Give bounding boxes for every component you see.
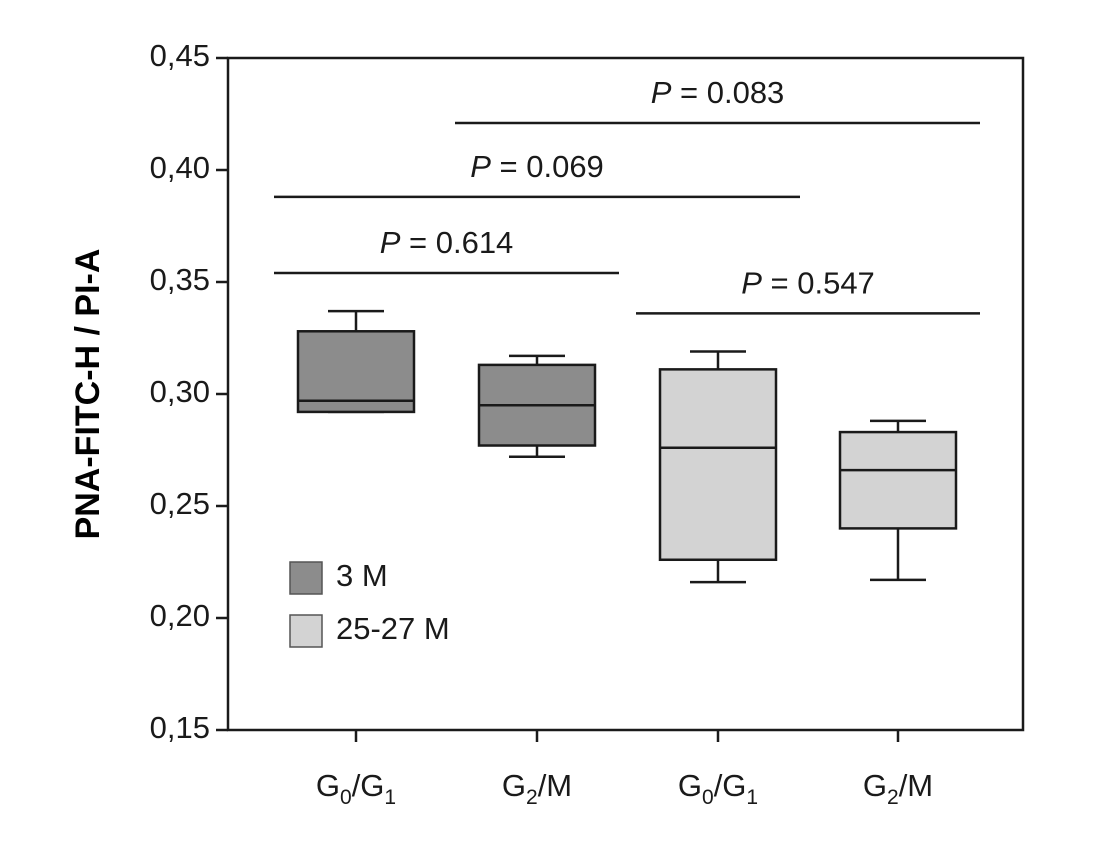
p-value-label: P = 0.069 bbox=[470, 149, 604, 184]
y-tick-label: 0,35 bbox=[150, 262, 210, 297]
legend-swatch bbox=[289, 614, 323, 648]
y-axis: 0,15 0,20 0,25 0,30 0,35 0,40 0,45 bbox=[150, 38, 228, 745]
p-value-label: P = 0.614 bbox=[380, 225, 514, 260]
box-1 bbox=[296, 309, 416, 414]
y-tick-label: 0,45 bbox=[150, 38, 210, 73]
significance-annotations: P = 0.614 P = 0.069 P = 0.083 P = 0.547 bbox=[274, 75, 980, 315]
annotation-2: P = 0.069 bbox=[274, 149, 800, 199]
boxes bbox=[296, 309, 958, 584]
x-category-label: G2/M bbox=[502, 768, 572, 809]
p-value-label: P = 0.547 bbox=[741, 265, 875, 300]
annotation-1: P = 0.614 bbox=[274, 225, 619, 275]
legend-label: 25-27 M bbox=[336, 611, 450, 646]
legend: 3 M 25-27 M bbox=[289, 558, 450, 648]
box-4 bbox=[838, 419, 958, 582]
box-body bbox=[838, 430, 958, 530]
annotation-3: P = 0.083 bbox=[455, 75, 980, 125]
x-axis: G0/G1 G2/M G0/G1 G2/M bbox=[316, 730, 933, 809]
legend-label: 3 M bbox=[336, 558, 388, 593]
y-tick-label: 0,40 bbox=[150, 150, 210, 185]
x-category-label: G0/G1 bbox=[316, 768, 396, 809]
y-tick-label: 0,25 bbox=[150, 486, 210, 521]
annotation-4: P = 0.547 bbox=[636, 265, 980, 315]
legend-swatch bbox=[289, 561, 323, 595]
x-category-label: G0/G1 bbox=[678, 768, 758, 809]
x-category-label: G2/M bbox=[863, 768, 933, 809]
legend-item-1: 3 M bbox=[289, 558, 388, 595]
box-body bbox=[658, 368, 778, 562]
y-axis-label: PNA-FITC-H / PI-A bbox=[69, 249, 107, 540]
y-tick-label: 0,15 bbox=[150, 710, 210, 745]
y-tick-label: 0,30 bbox=[150, 374, 210, 409]
box-body bbox=[296, 330, 416, 414]
y-tick-label: 0,20 bbox=[150, 598, 210, 633]
box-2 bbox=[477, 354, 597, 458]
p-value-label: P = 0.083 bbox=[651, 75, 785, 110]
box-3 bbox=[658, 350, 778, 584]
legend-item-2: 25-27 M bbox=[289, 611, 450, 648]
